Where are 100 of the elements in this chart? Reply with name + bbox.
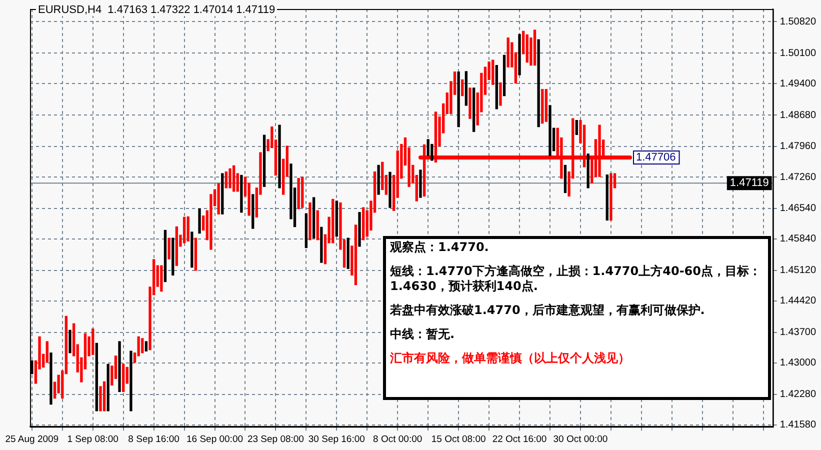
x-tick-label: 16 Sep 00:00 [186, 434, 244, 445]
bar [228, 168, 232, 188]
bar [362, 207, 365, 240]
x-tick-label: 8 Sep 16:00 [128, 434, 180, 445]
x-tick-label: 1 Sep 08:00 [67, 434, 118, 445]
bar [544, 88, 548, 122]
bar [358, 212, 361, 247]
bar [308, 202, 312, 240]
bar [240, 174, 243, 213]
bar [217, 183, 220, 214]
bar [304, 213, 308, 248]
bar [332, 198, 334, 244]
bar [190, 232, 194, 268]
bar [186, 216, 190, 242]
bar [301, 176, 304, 208]
x-tick-label: 22 Oct 16:00 [492, 434, 547, 445]
bar [160, 265, 163, 292]
bar [377, 164, 380, 195]
bar [194, 238, 198, 271]
bar [102, 381, 106, 412]
bar [168, 238, 170, 260]
bar [198, 208, 201, 234]
x-tick-label: 15 Oct 08:00 [431, 434, 486, 445]
bar [335, 200, 338, 237]
bar [468, 88, 472, 119]
bar [316, 210, 319, 240]
bar [95, 342, 98, 412]
bar [502, 54, 506, 96]
bar [506, 37, 510, 68]
bar [472, 88, 476, 132]
bar [610, 173, 612, 221]
bar [144, 341, 148, 352]
x-tick-label: 30 Sep 16:00 [308, 434, 365, 445]
bar [92, 328, 94, 355]
bar [354, 224, 358, 286]
y-tick-label: 1.50100 [780, 48, 816, 59]
bar [548, 105, 552, 156]
bar [320, 226, 323, 263]
bar [118, 341, 121, 392]
bar [346, 238, 350, 269]
bar [606, 174, 608, 221]
bar [526, 34, 528, 63]
chart-title: EURUSD,H4 1.47163 1.47322 1.47014 1.47119 [36, 4, 278, 16]
bar [221, 173, 224, 214]
bar [575, 120, 578, 136]
bar [68, 330, 72, 354]
y-tick-label: 1.46540 [780, 203, 816, 214]
bar [495, 64, 498, 110]
bar [518, 34, 521, 76]
y-tick-label: 1.45840 [780, 234, 816, 245]
bar [533, 30, 536, 66]
bar [262, 134, 266, 187]
bar [388, 172, 392, 208]
y-tick-label: 1.49400 [780, 78, 816, 90]
bar [232, 165, 236, 192]
bar [224, 171, 228, 188]
bar [252, 194, 254, 229]
ref-line-label: 1.47119 [730, 177, 769, 190]
y-tick-label: 1.50820 [780, 16, 816, 28]
x-tick-label: 8 Oct 00:00 [373, 434, 422, 445]
bar [419, 170, 422, 198]
bar [106, 364, 110, 412]
bar [461, 79, 464, 96]
y-tick-label: 1.48680 [780, 110, 816, 121]
bar [175, 226, 178, 266]
y-tick-label: 1.45120 [780, 265, 816, 276]
bar [464, 71, 468, 106]
y-tick-label: 1.47260 [780, 172, 816, 183]
bar [172, 238, 174, 276]
x-tick-label: 23 Sep 08:00 [247, 434, 304, 445]
bar [564, 164, 567, 194]
annotation: 观察点：1.4770. [390, 240, 490, 255]
bar [492, 60, 494, 85]
bar [537, 39, 540, 128]
annotation: 若盘中有效涨破1.4770，后市建意观望，有赢利可做保护. [390, 303, 706, 318]
bar [541, 88, 544, 124]
y-tick-label: 1.41580 [780, 420, 816, 431]
bar [457, 72, 460, 128]
bar [164, 230, 167, 282]
bar [182, 216, 186, 244]
bar [50, 352, 52, 405]
x-tick-label: 30 Oct 00:00 [553, 434, 608, 445]
annotation: 短线：1.4770下方逢高做空，止损：1.4770上方40-60点，目标：1.4630，预计获利140点. [390, 264, 762, 294]
series-label: 1.47706 [636, 152, 676, 164]
annotation: 中线：暂无. [390, 327, 456, 342]
bar [141, 338, 144, 354]
bar [297, 178, 300, 210]
bar [499, 82, 502, 106]
bar [130, 350, 132, 412]
x-tick-label: 25 Aug 2009 [5, 434, 59, 445]
y-tick-label: 1.47960 [780, 141, 816, 152]
y-tick-label: 1.44420 [780, 296, 816, 307]
y-tick-label: 1.43700 [780, 327, 816, 338]
y-tick-label: 1.42280 [780, 389, 816, 400]
bar [586, 154, 590, 188]
bar [278, 124, 281, 188]
bar [312, 197, 316, 238]
annotation: 汇市有风险，做单需谨慎（以上仅个人浅见） [390, 351, 631, 366]
bar [122, 364, 125, 392]
y-tick-label: 1.43000 [780, 358, 816, 369]
